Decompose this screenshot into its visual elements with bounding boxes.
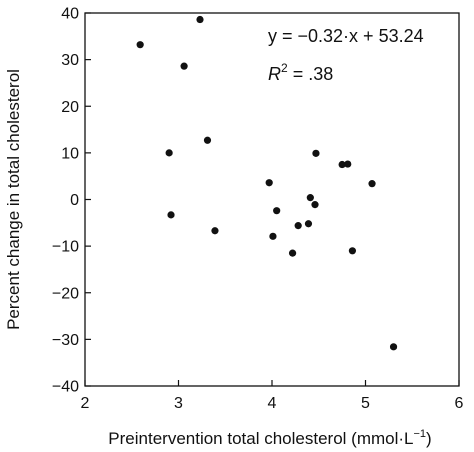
x-axis-ticks: 2 3 4 5 6 bbox=[81, 380, 464, 412]
data-point bbox=[304, 220, 313, 228]
data-point bbox=[180, 62, 188, 70]
r-squared-superscript: 2 bbox=[281, 61, 288, 75]
x-tick-label: 5 bbox=[361, 395, 370, 412]
y-tick-label: 30 bbox=[61, 52, 79, 69]
data-point bbox=[368, 180, 376, 188]
y-tick-label: −20 bbox=[52, 285, 79, 302]
regression-equation: y = −0.32·x + 53.24 bbox=[268, 26, 424, 46]
data-point bbox=[288, 249, 297, 257]
data-point bbox=[167, 211, 175, 219]
data-point bbox=[165, 149, 173, 157]
data-point bbox=[311, 201, 319, 209]
y-axis-title: Percent change in total cholesterol bbox=[4, 69, 23, 330]
x-axis-title-end: ) bbox=[426, 429, 432, 448]
data-point bbox=[312, 149, 320, 157]
y-tick-label: 0 bbox=[70, 192, 79, 209]
r-squared-symbol: R bbox=[268, 64, 281, 84]
y-tick-label: −30 bbox=[52, 332, 79, 349]
data-point bbox=[306, 194, 314, 202]
x-axis-title-text: Preintervention total cholesterol (mmol·… bbox=[108, 429, 413, 448]
r-squared-annotation: R2 = .38 bbox=[268, 61, 333, 84]
regression-equation-text: y = −0.32·x + 53.24 bbox=[268, 26, 424, 46]
data-point bbox=[294, 222, 302, 230]
y-tick-label: −40 bbox=[52, 379, 79, 396]
data-points bbox=[136, 15, 398, 351]
data-point bbox=[344, 160, 352, 168]
y-tick-label: 10 bbox=[61, 145, 79, 162]
x-axis-title: Preintervention total cholesterol (mmol·… bbox=[108, 428, 431, 448]
x-axis-title-superscript: −1 bbox=[413, 428, 426, 440]
y-tick-label: 40 bbox=[61, 6, 79, 23]
x-tick-label: 3 bbox=[174, 395, 183, 412]
data-point bbox=[273, 207, 281, 215]
data-point bbox=[348, 247, 357, 255]
y-tick-label: −10 bbox=[52, 239, 79, 256]
data-point bbox=[203, 136, 212, 144]
data-point bbox=[338, 160, 346, 169]
data-point bbox=[269, 232, 277, 240]
x-tick-label: 4 bbox=[268, 395, 277, 412]
data-point bbox=[136, 41, 144, 49]
data-point bbox=[211, 227, 219, 235]
y-tick-label: 20 bbox=[61, 99, 79, 116]
data-point bbox=[265, 179, 273, 187]
y-axis-ticks: 40 30 20 10 0 −10 −20 −30 −40 bbox=[52, 6, 91, 396]
x-tick-label: 2 bbox=[81, 395, 90, 412]
data-point bbox=[389, 343, 398, 351]
r-squared-value: = .38 bbox=[288, 64, 334, 84]
x-tick-label: 6 bbox=[455, 395, 464, 412]
data-point bbox=[196, 15, 204, 24]
